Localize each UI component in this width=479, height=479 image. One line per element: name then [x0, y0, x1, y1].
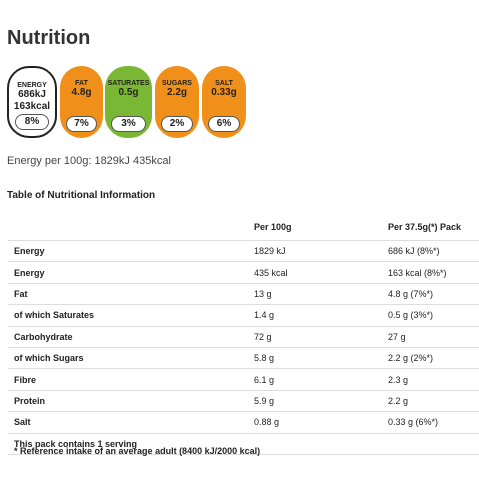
serving-cell: This pack contains 1 serving: [8, 433, 479, 455]
badge-percent: 6%: [208, 116, 240, 132]
table-row: of which Sugars 5.8 g 2.2 g (2%*): [8, 347, 479, 370]
table-cell: 5.8 g: [248, 347, 382, 370]
serving-row: This pack contains 1 serving: [8, 433, 479, 455]
badge: FAT 4.8g 7%: [60, 66, 103, 138]
badge-value: 163kcal: [13, 101, 51, 112]
table-row: Fibre 6.1 g 2.3 g: [8, 368, 479, 391]
table-title: Table of Nutritional Information: [7, 190, 156, 201]
table-row: Protein 5.9 g 2.2 g: [8, 390, 479, 413]
table-row: Energy 435 kcal 163 kcal (8%*): [8, 261, 479, 284]
nutrition-table: Per 100g Per 37.5g(*) Pack Energy 1829 kJ 68…: [8, 214, 479, 455]
table-cell: Fibre: [8, 368, 248, 391]
badge-value: 2.2g: [166, 87, 187, 98]
badge-value: 4.8g: [71, 87, 92, 98]
table-cell: 2.2 g: [382, 390, 479, 413]
table-cell: Energy: [8, 240, 248, 263]
table-cell: Salt: [8, 411, 248, 434]
table-cell: 4.8 g (7%*): [382, 283, 479, 306]
header-cell: Per 37.5g(*) Pack: [382, 214, 479, 241]
badge: SALT 0.33g 6%: [202, 66, 246, 138]
table-cell: 13 g: [248, 283, 382, 306]
badge-label: SALT: [215, 80, 233, 87]
footnote: * Reference intake of an average adult (…: [14, 446, 261, 456]
table-cell: 72 g: [248, 326, 382, 348]
table-cell: Energy: [8, 261, 248, 284]
table-cell: Protein: [8, 390, 248, 413]
title: Nutrition: [7, 27, 91, 49]
table-cell: 6.1 g: [248, 368, 382, 391]
badge-label: FAT: [75, 80, 88, 87]
header-row: Per 100g Per 37.5g(*) Pack: [8, 214, 479, 241]
table-cell: 1829 kJ: [248, 240, 382, 263]
header-cell: [8, 214, 248, 241]
table-cell: of which Sugars: [8, 347, 248, 370]
table-cell: 435 kcal: [248, 261, 382, 284]
badge-label: SATURATES: [107, 80, 150, 87]
table-cell: 5.9 g: [248, 390, 382, 413]
table-row: Salt 0.88 g 0.33 g (6%*): [8, 411, 479, 434]
badge-percent: 7%: [66, 116, 97, 132]
badge-label: SUGARS: [162, 80, 192, 87]
badge: ENERGY 686kJ 163kcal 8%: [7, 66, 57, 138]
table-cell: 0.88 g: [248, 411, 382, 434]
table-row: Energy 1829 kJ 686 kJ (8%*): [8, 240, 479, 263]
table-cell: 0.33 g (6%*): [382, 411, 479, 434]
badge-value: 0.33g: [211, 87, 237, 98]
badge: SUGARS 2.2g 2%: [155, 66, 199, 138]
table-cell: 1.4 g: [248, 304, 382, 327]
badge-percent: 8%: [15, 114, 49, 130]
table-cell: 27 g: [382, 326, 479, 348]
badge-percent: 2%: [161, 116, 193, 132]
badge-label: ENERGY: [17, 82, 47, 89]
table-cell: Carbohydrate: [8, 326, 248, 348]
table-row: of which Saturates 1.4 g 0.5 g (3%*): [8, 304, 479, 327]
table-cell: 2.2 g (2%*): [382, 347, 479, 370]
table-cell: Fat: [8, 283, 248, 306]
badge: SATURATES 0.5g 3%: [105, 66, 152, 138]
table-row: Fat 13 g 4.8 g (7%*): [8, 283, 479, 306]
table-cell: 2.3 g: [382, 368, 479, 391]
energy-note: Energy per 100g: 1829kJ 435kcal: [7, 155, 171, 167]
table-cell: of which Saturates: [8, 304, 248, 327]
badge-value: 0.5g: [118, 87, 139, 98]
badge-percent: 3%: [111, 116, 146, 132]
badge-value: 686kJ: [18, 89, 46, 100]
table-cell: 0.5 g (3%*): [382, 304, 479, 327]
header-cell: Per 100g: [248, 214, 382, 241]
table-row: Carbohydrate 72 g 27 g: [8, 326, 479, 348]
table-cell: 686 kJ (8%*): [382, 240, 479, 263]
table-cell: 163 kcal (8%*): [382, 261, 479, 284]
